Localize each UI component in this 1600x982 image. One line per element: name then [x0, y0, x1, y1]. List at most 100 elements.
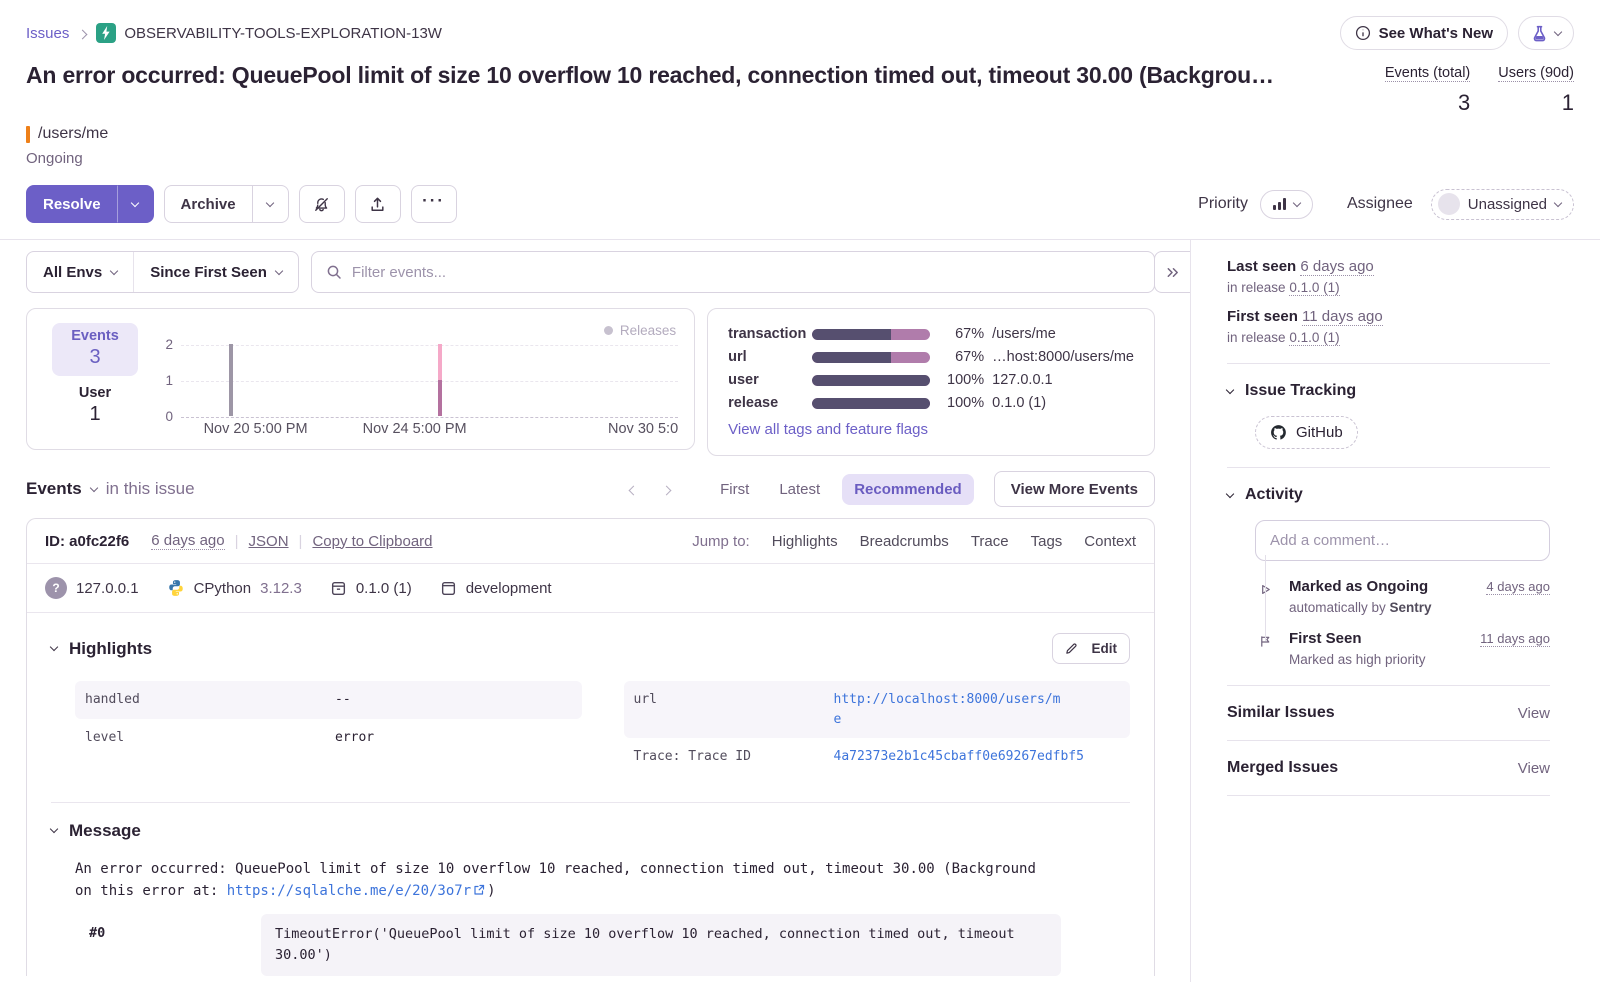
tag-row[interactable]: url 67% …host:8000/users/me [728, 349, 1134, 365]
stat-events-total: Events (total) 3 [1384, 64, 1471, 116]
level-indicator-bar [26, 125, 30, 143]
activity-item-time[interactable]: 11 days ago [1480, 631, 1550, 647]
highlight-key: Trace: Trace ID [633, 749, 751, 764]
breadcrumb-project[interactable]: OBSERVABILITY-TOOLS-EXPLORATION-13W [96, 23, 442, 43]
highlights-collapse-toggle[interactable]: Highlights [49, 639, 152, 659]
jump-to-label: Jump to: [692, 532, 750, 550]
priority-dropdown[interactable] [1259, 189, 1313, 219]
merged-issues-view-link[interactable]: View [1517, 759, 1550, 777]
first-event-link[interactable]: First [720, 480, 750, 498]
last-seen-release-link[interactable]: 0.1.0 (1) [1289, 280, 1340, 296]
share-button[interactable] [354, 185, 401, 223]
sqlalchemy-error-link[interactable]: https://sqlalche.me/e/20/3o7r [226, 882, 472, 899]
issue-toolbar: Resolve Archive ··· Priority [26, 185, 1574, 239]
assignee-dropdown[interactable]: Unassigned [1430, 188, 1574, 220]
assignee-avatar [1437, 193, 1460, 215]
more-actions-button[interactable]: ··· [410, 185, 457, 223]
tag-distribution-bar [812, 351, 931, 363]
previous-event-button[interactable] [624, 478, 643, 501]
bell-slash-icon [313, 196, 330, 213]
activity-collapse-toggle[interactable]: Activity [1225, 486, 1550, 504]
releases-legend-toggle[interactable]: Releases [603, 323, 677, 338]
first-seen-label: First seen [1227, 308, 1298, 325]
play-icon [1256, 578, 1274, 600]
resolve-split-button: Resolve [26, 185, 154, 223]
first-seen-release-link[interactable]: 0.1.0 (1) [1289, 330, 1340, 346]
view-more-events-button[interactable]: View More Events [993, 471, 1155, 507]
recommended-event-link[interactable]: Recommended [842, 473, 974, 505]
jump-link-trace[interactable]: Trace [970, 532, 1009, 550]
jump-link-highlights[interactable]: Highlights [771, 532, 838, 550]
python-icon[interactable] [167, 579, 185, 597]
whats-new-button[interactable]: See What's New [1339, 16, 1508, 50]
issue-tracking-collapse-toggle[interactable]: Issue Tracking [1225, 382, 1550, 400]
chevron-down-icon [49, 824, 59, 834]
pencil-icon [1065, 642, 1078, 655]
resolve-button[interactable]: Resolve [26, 185, 118, 223]
highlight-row: Trace: Trace ID 4a72373e2b1c45cbaff0e692… [624, 738, 1131, 776]
assignee-label: Assignee [1346, 195, 1413, 212]
labs-menu-button[interactable] [1518, 16, 1574, 50]
archive-button[interactable]: Archive [163, 185, 253, 223]
chart-bar[interactable] [228, 344, 233, 416]
mute-button[interactable] [298, 185, 345, 223]
issue-stats: Events (total) 3 Users (90d) 1 [1384, 62, 1574, 116]
events-metric-tab[interactable]: Events 3 [52, 323, 138, 376]
event-chart-xaxis: Nov 20 5:00 PM Nov 24 5:00 PM Nov 30 5:0 [181, 421, 679, 441]
next-event-button[interactable] [657, 478, 676, 501]
chevron-down-icon [109, 266, 119, 275]
chevron-down-icon [274, 266, 284, 275]
events-dropdown[interactable]: Events [26, 479, 82, 498]
resolve-dropdown-button[interactable] [117, 185, 154, 223]
unknown-user-icon[interactable]: ? [45, 577, 67, 599]
message-collapse-toggle[interactable]: Message [49, 820, 141, 841]
releases-legend-label: Releases [619, 323, 677, 338]
edit-label: Edit [1091, 641, 1118, 656]
highlight-url-link[interactable]: http://localhost:8000/users/me [833, 692, 1061, 727]
last-seen-value[interactable]: 6 days ago [1300, 258, 1374, 276]
last-seen-label: Last seen [1227, 258, 1297, 275]
similar-issues-view-link[interactable]: View [1517, 704, 1550, 722]
search-input[interactable] [351, 263, 1140, 281]
first-seen-value[interactable]: 11 days ago [1302, 308, 1383, 326]
environment-filter[interactable]: All Envs [27, 252, 133, 292]
tag-row[interactable]: release 100% 0.1.0 (1) [728, 395, 1134, 411]
release-box-icon[interactable] [330, 580, 347, 597]
jump-link-breadcrumbs[interactable]: Breadcrumbs [859, 532, 949, 550]
user-metric-tab[interactable]: User 1 [52, 380, 138, 433]
event-age[interactable]: 6 days ago [151, 532, 225, 550]
edit-highlights-button[interactable]: Edit [1051, 633, 1130, 664]
message-text: An error occurred: QueuePool limit of si… [75, 860, 1036, 899]
jump-link-context[interactable]: Context [1084, 532, 1136, 550]
event-json-link[interactable]: JSON [248, 532, 289, 550]
stat-users-90d-value: 1 [1561, 90, 1574, 115]
github-link-button[interactable]: GitHub [1255, 416, 1358, 449]
environment-window-icon[interactable] [440, 580, 457, 597]
activity-item-time[interactable]: 4 days ago [1486, 579, 1550, 595]
jump-link-tags[interactable]: Tags [1030, 532, 1063, 550]
view-all-tags-link[interactable]: View all tags and feature flags [728, 421, 928, 438]
tag-row[interactable]: transaction 67% /users/me [728, 326, 1134, 342]
stat-events-total-label[interactable]: Events (total) [1384, 65, 1471, 82]
tag-name: url [728, 349, 747, 365]
breadcrumb-issues-link[interactable]: Issues [26, 24, 70, 42]
comment-input[interactable] [1255, 520, 1550, 561]
tag-percent: 100% [947, 372, 985, 388]
collapse-sidebar-button[interactable] [1154, 251, 1190, 293]
frame-index: #0 [89, 925, 106, 942]
highlight-trace-link[interactable]: 4a72373e2b1c45cbaff0e69267edfbf5 [833, 749, 1084, 764]
events-subtitle: in this issue [105, 479, 195, 498]
stat-users-90d-label[interactable]: Users (90d) [1498, 65, 1574, 82]
tag-name: transaction [728, 326, 807, 342]
archive-dropdown-button[interactable] [252, 185, 289, 223]
latest-event-link[interactable]: Latest [779, 480, 821, 498]
copy-to-clipboard-link[interactable]: Copy to Clipboard [312, 532, 433, 550]
message-title: Message [69, 820, 141, 840]
chart-bar[interactable] [437, 344, 442, 416]
flask-icon [1531, 25, 1548, 42]
chevron-down-icon [1553, 198, 1563, 207]
tag-row[interactable]: user 100% 127.0.0.1 [728, 372, 1134, 388]
assignee-value: Unassigned [1467, 195, 1547, 213]
date-range-filter[interactable]: Since First Seen [133, 252, 298, 292]
